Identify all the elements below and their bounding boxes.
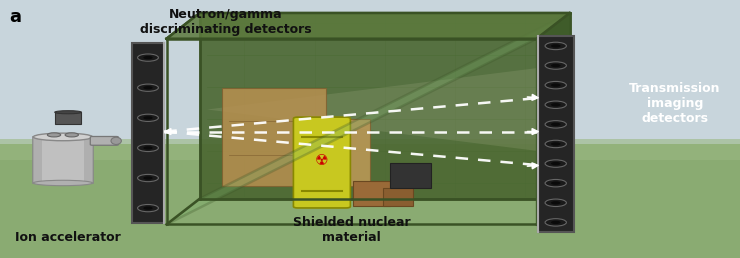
Circle shape bbox=[545, 180, 566, 187]
Text: Neutron/gamma
discriminating detectors: Neutron/gamma discriminating detectors bbox=[140, 8, 312, 36]
Ellipse shape bbox=[33, 133, 92, 141]
Circle shape bbox=[545, 121, 566, 128]
Circle shape bbox=[138, 205, 158, 212]
Circle shape bbox=[144, 116, 152, 119]
Circle shape bbox=[551, 142, 560, 146]
Bar bbox=[84, 137, 92, 183]
Text: Transmission
imaging
detectors: Transmission imaging detectors bbox=[629, 82, 721, 125]
Text: ☢: ☢ bbox=[315, 153, 329, 168]
Circle shape bbox=[144, 206, 152, 210]
Bar bbox=[296, 119, 370, 186]
Bar bbox=[132, 43, 164, 223]
Ellipse shape bbox=[111, 137, 121, 144]
Circle shape bbox=[551, 221, 560, 224]
Text: Shielded nuclear
material: Shielded nuclear material bbox=[293, 216, 410, 244]
Bar bbox=[391, 163, 431, 188]
Circle shape bbox=[545, 42, 566, 50]
Circle shape bbox=[551, 162, 560, 165]
FancyBboxPatch shape bbox=[90, 136, 118, 145]
Ellipse shape bbox=[55, 111, 81, 114]
Ellipse shape bbox=[33, 180, 92, 186]
Circle shape bbox=[551, 84, 560, 87]
Circle shape bbox=[545, 62, 566, 69]
Circle shape bbox=[545, 82, 566, 89]
Bar bbox=[55, 112, 81, 124]
Bar bbox=[200, 13, 570, 199]
Circle shape bbox=[545, 219, 566, 226]
Circle shape bbox=[551, 182, 560, 185]
Circle shape bbox=[144, 176, 152, 180]
Circle shape bbox=[551, 64, 560, 67]
Text: Ion accelerator: Ion accelerator bbox=[16, 231, 121, 244]
Polygon shape bbox=[536, 13, 570, 224]
Polygon shape bbox=[207, 65, 562, 154]
Circle shape bbox=[551, 44, 560, 47]
Circle shape bbox=[144, 86, 152, 89]
Bar bbox=[354, 181, 391, 206]
Bar bbox=[0, 0, 740, 150]
Bar bbox=[383, 188, 413, 206]
Bar bbox=[33, 137, 92, 183]
Circle shape bbox=[144, 56, 152, 59]
Circle shape bbox=[551, 201, 560, 204]
Polygon shape bbox=[166, 13, 570, 39]
Bar bbox=[222, 88, 326, 186]
FancyBboxPatch shape bbox=[293, 117, 351, 208]
Circle shape bbox=[138, 54, 158, 61]
Ellipse shape bbox=[47, 133, 61, 137]
Circle shape bbox=[545, 199, 566, 206]
Circle shape bbox=[144, 146, 152, 150]
Bar bbox=[33, 137, 42, 183]
Circle shape bbox=[138, 114, 158, 122]
Polygon shape bbox=[166, 13, 570, 224]
Bar bbox=[0, 144, 740, 258]
Circle shape bbox=[545, 140, 566, 148]
Circle shape bbox=[545, 160, 566, 167]
Circle shape bbox=[138, 144, 158, 151]
Bar bbox=[0, 139, 740, 160]
Circle shape bbox=[551, 103, 560, 106]
Circle shape bbox=[138, 84, 158, 91]
Circle shape bbox=[545, 101, 566, 108]
Circle shape bbox=[138, 174, 158, 182]
Ellipse shape bbox=[65, 133, 78, 137]
Circle shape bbox=[551, 123, 560, 126]
Bar bbox=[538, 36, 574, 232]
Text: a: a bbox=[9, 8, 21, 26]
